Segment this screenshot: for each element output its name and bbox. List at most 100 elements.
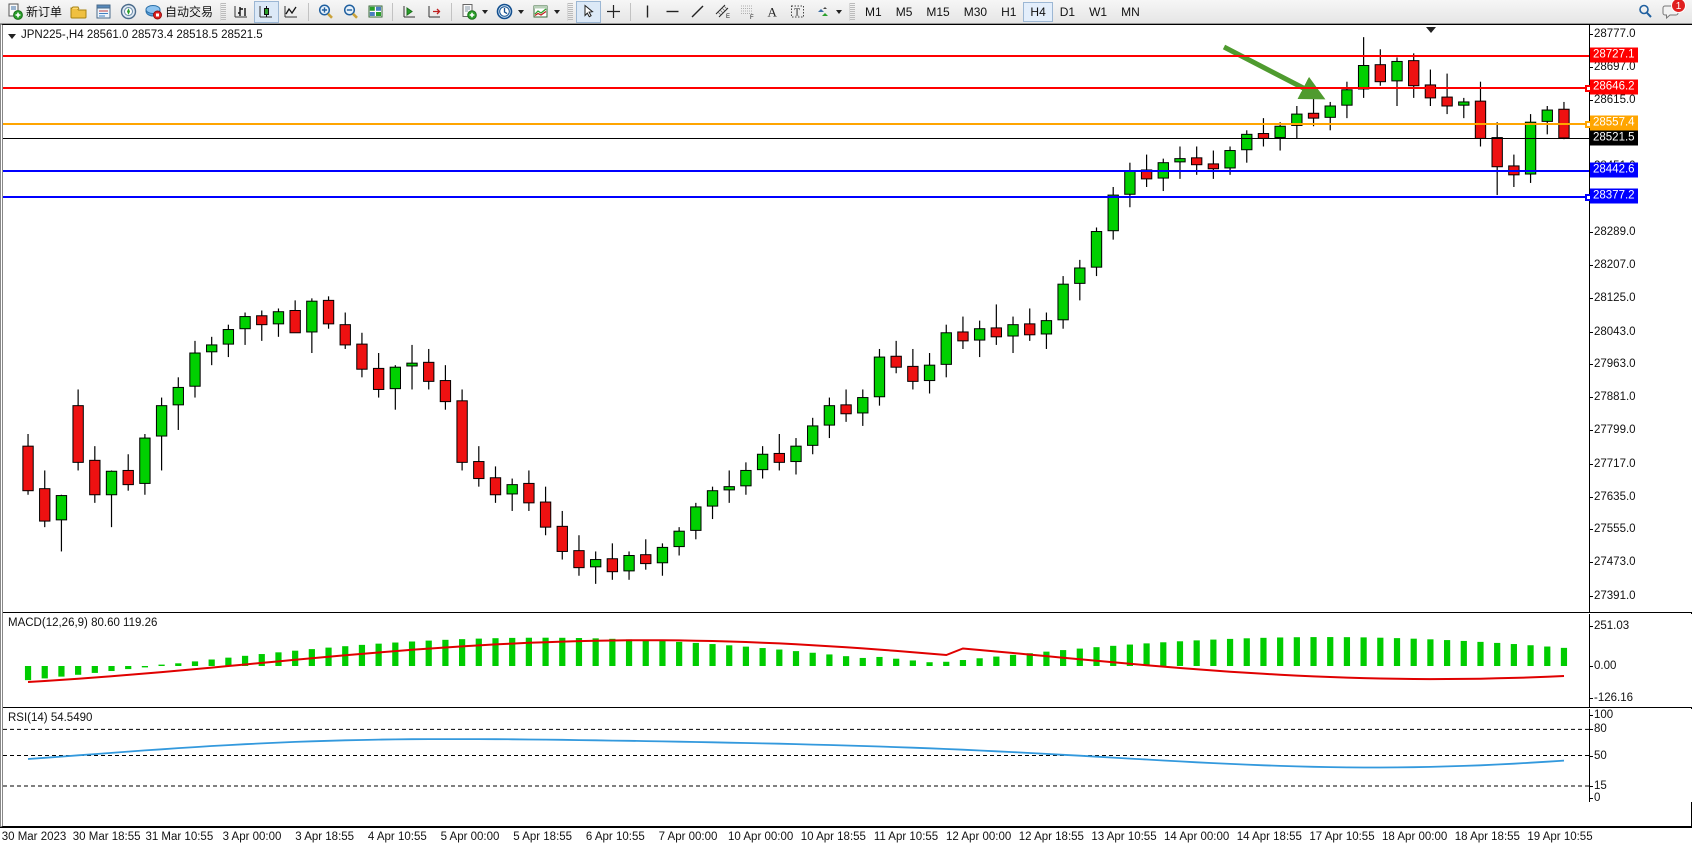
price-pane[interactable]: JPN225-,H4 28561.0 28573.4 28518.5 28521… bbox=[3, 25, 1692, 613]
time-tick: 3 Apr 00:00 bbox=[222, 831, 282, 843]
autotrading-button[interactable]: 自动交易 bbox=[141, 1, 217, 23]
indicators-caret-icon[interactable] bbox=[554, 9, 561, 14]
time-tick: 10 Apr 00:00 bbox=[728, 831, 794, 843]
svg-text:A: A bbox=[768, 5, 778, 20]
chart-shift-button[interactable] bbox=[422, 1, 447, 23]
period-button[interactable] bbox=[492, 1, 528, 23]
main-toolbar: 新订单 bbox=[0, 0, 1692, 24]
chart-window[interactable]: JPN225-,H4 28561.0 28573.4 28518.5 28521… bbox=[0, 24, 1692, 827]
indicators-button[interactable] bbox=[528, 1, 564, 23]
terminal-button[interactable] bbox=[91, 1, 116, 23]
candlestick-chart-button[interactable] bbox=[254, 0, 280, 23]
templates-button[interactable] bbox=[456, 1, 492, 23]
price-level-line-resistance[interactable] bbox=[3, 54, 1589, 57]
search-icon[interactable] bbox=[1637, 3, 1654, 20]
time-tick: 4 Apr 10:55 bbox=[367, 831, 427, 843]
svg-text:E: E bbox=[726, 14, 730, 20]
new-order-button[interactable]: 新订单 bbox=[2, 1, 66, 23]
vertical-line-icon bbox=[639, 3, 656, 20]
timeframe-mn[interactable]: MN bbox=[1121, 4, 1140, 19]
price-tick: 27391.0 bbox=[1590, 589, 1636, 602]
time-tick: 6 Apr 10:55 bbox=[585, 831, 645, 843]
price-level-label-support: 28442.6 bbox=[1590, 162, 1638, 178]
text-label-tool-button[interactable]: T bbox=[785, 1, 810, 23]
time-tick: 14 Apr 00:00 bbox=[1164, 831, 1230, 843]
templates-caret-icon[interactable] bbox=[482, 9, 489, 14]
navigator-button[interactable] bbox=[116, 1, 141, 23]
line-chart-button[interactable] bbox=[279, 1, 304, 23]
autotrading-icon bbox=[145, 3, 163, 20]
arrows-tool-button[interactable] bbox=[810, 1, 846, 23]
macd-plot-area[interactable] bbox=[3, 614, 1589, 707]
fibonacci-tool-button[interactable]: F bbox=[735, 1, 760, 23]
timeframe-m30[interactable]: M30 bbox=[963, 4, 988, 19]
price-plot-area[interactable] bbox=[3, 25, 1592, 613]
price-tick: 27963.0 bbox=[1590, 357, 1636, 370]
chart-menu-caret-icon[interactable] bbox=[1426, 27, 1436, 33]
time-scale[interactable]: 30 Mar 2023 30 Mar 18:55 31 Mar 10:55 3 Apr… bbox=[0, 827, 1692, 849]
grid-table-icon bbox=[367, 3, 384, 20]
bar-chart-button[interactable] bbox=[229, 1, 254, 23]
vertical-line-tool-button[interactable] bbox=[635, 1, 660, 23]
price-tick: 27635.0 bbox=[1590, 490, 1636, 503]
period-caret-icon[interactable] bbox=[518, 9, 525, 14]
price-scale[interactable]: 28777.028697.028615.028533.028451.028371… bbox=[1589, 25, 1692, 612]
timeframe-m1[interactable]: M1 bbox=[865, 4, 882, 19]
open-data-folder-button[interactable] bbox=[66, 1, 91, 23]
crosshair-tool-button[interactable] bbox=[601, 1, 626, 23]
clock-icon bbox=[496, 3, 513, 20]
text-tool-button[interactable]: A bbox=[760, 1, 785, 23]
macd-label: MACD(12,26,9) 80.60 119.26 bbox=[8, 617, 158, 629]
zoom-out-button[interactable] bbox=[338, 1, 363, 23]
price-tick: 28125.0 bbox=[1590, 292, 1636, 305]
price-level-line-current[interactable] bbox=[3, 137, 1589, 139]
time-tick: 30 Mar 2023 bbox=[1, 831, 67, 843]
price-tick: 27717.0 bbox=[1590, 457, 1636, 470]
data-window-button[interactable] bbox=[363, 1, 388, 23]
price-level-line-support[interactable] bbox=[3, 194, 1592, 202]
timeframe-h4[interactable]: H4 bbox=[1023, 1, 1053, 22]
arrows-icon bbox=[814, 3, 831, 20]
price-tick: 28289.0 bbox=[1590, 225, 1636, 238]
timeframe-h1[interactable]: H1 bbox=[1001, 4, 1017, 19]
timeframe-d1[interactable]: D1 bbox=[1059, 4, 1076, 19]
macd-scale: 251.03 0.00 -126.16 bbox=[1589, 614, 1692, 707]
time-tick: 14 Apr 18:55 bbox=[1236, 831, 1302, 843]
timeframe-group: M1 M5 M15 M30 H1 H4 D1 W1 MN bbox=[858, 1, 1147, 22]
rsi-plot-area[interactable] bbox=[3, 709, 1589, 802]
price-level-line-pivot[interactable] bbox=[3, 121, 1592, 129]
rsi-tick: 100 bbox=[1589, 709, 1614, 721]
rsi-tick: 80 bbox=[1590, 723, 1607, 736]
trendline-icon bbox=[689, 3, 706, 20]
trendline-tool-button[interactable] bbox=[685, 1, 710, 23]
time-tick: 13 Apr 10:55 bbox=[1091, 831, 1157, 843]
chart-shift-icon bbox=[426, 3, 443, 20]
timeframe-m15[interactable]: M15 bbox=[926, 4, 950, 19]
auto-scroll-icon bbox=[401, 3, 418, 20]
cursor-tool-button[interactable] bbox=[576, 0, 602, 23]
price-level-line-resistance[interactable] bbox=[3, 85, 1592, 93]
price-level-line-support[interactable] bbox=[3, 169, 1589, 172]
equidistant-channel-tool-button[interactable]: E bbox=[710, 1, 735, 23]
notifications-icon[interactable]: 1 bbox=[1662, 0, 1686, 22]
auto-scroll-button[interactable] bbox=[397, 1, 422, 23]
text-label-icon: T bbox=[789, 3, 806, 20]
timeframe-m5[interactable]: M5 bbox=[895, 4, 913, 19]
horizontal-line-tool-button[interactable] bbox=[660, 1, 685, 23]
timeframe-w1[interactable]: W1 bbox=[1089, 4, 1108, 19]
arrows-caret-icon[interactable] bbox=[836, 9, 843, 14]
symbol-dropdown-caret-icon[interactable] bbox=[8, 34, 16, 39]
rsi-pane[interactable]: RSI(14) 54.5490 100 80 50 15 0 bbox=[3, 709, 1692, 802]
notification-badge: 1 bbox=[1671, 0, 1686, 13]
rsi-tick: 15 bbox=[1590, 779, 1607, 792]
time-tick: 18 Apr 00:00 bbox=[1382, 831, 1448, 843]
zoom-in-button[interactable] bbox=[313, 1, 338, 23]
zoom-out-icon bbox=[342, 3, 359, 20]
rsi-series bbox=[3, 728, 1589, 787]
trend-arrow[interactable] bbox=[3, 25, 1589, 613]
macd-pane[interactable]: MACD(12,26,9) 80.60 119.26 251.03 0.00 -12… bbox=[3, 614, 1692, 708]
price-tick: 28043.0 bbox=[1590, 325, 1636, 338]
time-tick: 10 Apr 18:55 bbox=[800, 831, 866, 843]
indicators-icon bbox=[532, 3, 549, 20]
price-level-label-resistance: 28727.1 bbox=[1590, 47, 1638, 63]
